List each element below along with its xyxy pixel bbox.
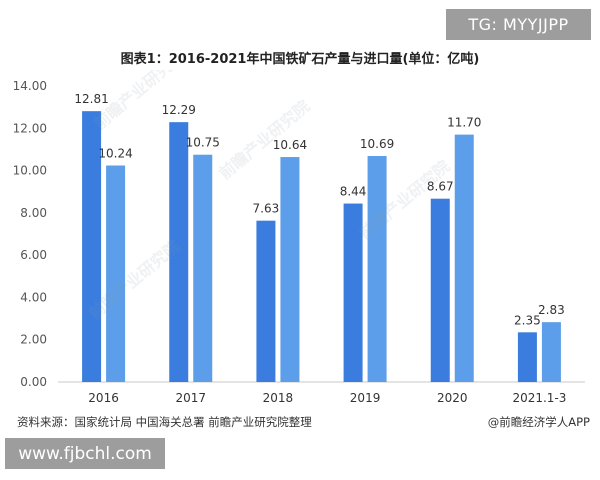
- x-tick-label-2019: 2019: [350, 391, 381, 405]
- bar-series1-2018: [256, 220, 276, 382]
- y-tick-label-12-00: 12.00: [13, 121, 47, 135]
- bar-series2-2020: [454, 134, 474, 382]
- y-tick-label-8-00: 8.00: [20, 206, 47, 220]
- bar-series2-2021-1-3: [541, 322, 561, 382]
- value-label-series2-2019: 10.69: [360, 137, 394, 151]
- y-tick-label-10-00: 10.00: [13, 164, 47, 178]
- chart-title: 图表1：2016-2021年中国铁矿石产量与进口量(单位：亿吨): [120, 52, 480, 67]
- bar-series1-2016: [82, 111, 102, 382]
- x-tick-label-2021-1-3: 2021.1-3: [512, 391, 566, 405]
- value-label-series1-2018: 7.63: [253, 202, 280, 216]
- bar-series2-2016: [106, 165, 126, 382]
- bar-series2-2019: [367, 155, 387, 382]
- value-label-series2-2016: 10.24: [98, 146, 132, 160]
- value-label-series1-2016: 12.81: [74, 92, 108, 106]
- x-tick-label-2020: 2020: [437, 391, 468, 405]
- data-source-note: 资料来源：国家统计局 中国海关总署 前瞻产业研究院整理: [17, 415, 312, 429]
- bar-series1-2021-1-3: [517, 332, 537, 382]
- value-label-series2-2018: 10.64: [273, 138, 307, 152]
- y-tick-label-6-00: 6.00: [20, 248, 47, 262]
- value-label-series1-2021-1-3: 2.35: [514, 313, 541, 327]
- value-label-series1-2020: 8.67: [427, 180, 454, 194]
- y-tick-label-14-00: 14.00: [13, 79, 47, 93]
- x-tick-label-2016: 2016: [88, 391, 119, 405]
- value-label-series1-2017: 12.29: [162, 103, 196, 117]
- bar-series1-2020: [430, 198, 450, 382]
- x-tick-label-2018: 2018: [263, 391, 294, 405]
- value-label-series2-2021-1-3: 2.83: [538, 303, 565, 317]
- plot-area: 0.00 2.00 4.00 6.00 8.00 10.00 12.00 14.00 12.81…: [13, 79, 585, 405]
- bar-series2-2017: [193, 154, 213, 382]
- bar-series2-2018: [280, 157, 300, 382]
- y-tick-label-0-00: 0.00: [20, 375, 47, 389]
- value-label-series1-2019: 8.44: [340, 185, 367, 199]
- bar-series1-2017: [169, 122, 189, 382]
- publisher-credit: @前瞻经济学人APP: [487, 415, 590, 429]
- bar-series1-2019: [343, 203, 363, 382]
- tg-badge: TG: MYYJJPP: [446, 9, 591, 40]
- value-label-series2-2017: 10.75: [186, 136, 220, 150]
- x-tick-label-2017: 2017: [175, 391, 206, 405]
- bar-chart: 0.00 2.00 4.00 6.00 8.00 10.00 12.00 14.00 12.81…: [13, 70, 585, 405]
- y-tick-label-2-00: 2.00: [20, 333, 47, 347]
- value-label-series2-2020: 11.70: [447, 116, 481, 130]
- website-badge: www.fjbchl.com: [5, 438, 165, 469]
- y-tick-label-4-00: 4.00: [20, 290, 47, 304]
